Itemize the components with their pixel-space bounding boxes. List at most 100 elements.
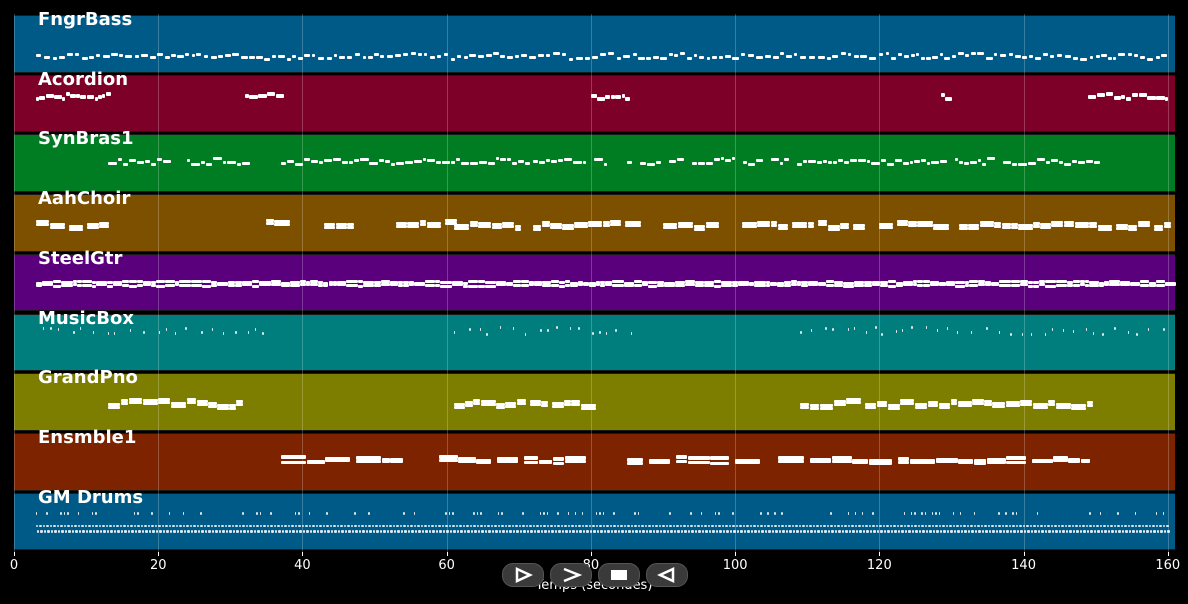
- note: [582, 529, 586, 533]
- note: [128, 158, 137, 162]
- note: [298, 524, 301, 527]
- note: [1156, 283, 1165, 287]
- note: [506, 158, 512, 162]
- note: [77, 524, 81, 527]
- note: [272, 55, 277, 59]
- note: [883, 529, 887, 533]
- note: [39, 524, 42, 527]
- note: [229, 404, 236, 408]
- note: [107, 331, 110, 335]
- note: [808, 56, 816, 60]
- note: [954, 284, 966, 288]
- note: [79, 326, 82, 330]
- note: [208, 402, 217, 406]
- note: [1036, 524, 1040, 527]
- note: [190, 280, 203, 284]
- stop-button[interactable]: [598, 563, 640, 587]
- note: [309, 529, 313, 533]
- note: [347, 222, 354, 226]
- note: [687, 529, 691, 533]
- note: [250, 529, 253, 533]
- note: [516, 529, 519, 533]
- note: [1033, 221, 1040, 225]
- note: [128, 280, 138, 284]
- note: [1139, 529, 1142, 533]
- note: [312, 524, 315, 527]
- note: [238, 524, 242, 527]
- note: [414, 529, 418, 533]
- note: [305, 283, 311, 287]
- note: [229, 529, 232, 533]
- note: [721, 524, 725, 527]
- note: [529, 399, 541, 403]
- note: [785, 529, 789, 533]
- note: [35, 220, 50, 224]
- note: [714, 524, 718, 527]
- note: [869, 529, 873, 533]
- note: [496, 283, 507, 287]
- note: [965, 283, 970, 287]
- note: [1074, 221, 1089, 225]
- note: [264, 57, 271, 61]
- note: [61, 529, 64, 533]
- note: [1095, 54, 1100, 58]
- note: [844, 524, 847, 527]
- note: [796, 283, 802, 287]
- note: [1071, 403, 1087, 407]
- note: [523, 461, 539, 465]
- note: [861, 511, 864, 515]
- note: [491, 529, 495, 533]
- note: [1113, 96, 1121, 101]
- note: [551, 280, 559, 283]
- note: [561, 529, 565, 533]
- play-button[interactable]: [502, 563, 544, 587]
- note: [900, 399, 915, 403]
- note: [574, 524, 578, 527]
- note: [382, 524, 385, 527]
- note: [772, 56, 779, 60]
- note: [897, 223, 908, 227]
- note: [528, 281, 534, 285]
- rewind-button[interactable]: [646, 563, 688, 587]
- note: [225, 529, 229, 533]
- note: [610, 95, 615, 100]
- note: [516, 399, 526, 403]
- note: [887, 406, 900, 410]
- note: [1069, 529, 1072, 533]
- note: [649, 529, 652, 533]
- note: [864, 280, 873, 284]
- note: [756, 56, 764, 60]
- note: [662, 524, 665, 527]
- note: [865, 331, 868, 335]
- note: [187, 159, 191, 163]
- note: [469, 53, 476, 57]
- note: [712, 529, 715, 533]
- note: [791, 221, 808, 225]
- note: [106, 284, 113, 288]
- note: [921, 159, 927, 163]
- fast-forward-button[interactable]: [550, 563, 592, 587]
- note: [326, 524, 329, 527]
- note: [953, 529, 957, 533]
- note: [958, 223, 968, 227]
- note: [318, 284, 323, 288]
- note: [807, 225, 814, 229]
- note: [826, 284, 834, 288]
- note: [298, 57, 303, 61]
- note: [575, 529, 579, 533]
- note: [407, 529, 411, 533]
- note: [180, 529, 183, 533]
- note: [564, 402, 571, 406]
- note: [1053, 456, 1068, 461]
- note: [901, 328, 904, 332]
- note: [68, 529, 71, 533]
- note: [1001, 223, 1011, 227]
- note: [507, 55, 513, 59]
- note: [684, 529, 687, 533]
- note: [453, 331, 456, 335]
- note: [1072, 280, 1080, 284]
- note: [551, 283, 559, 287]
- note: [724, 54, 731, 58]
- note: [241, 55, 248, 59]
- note: [683, 524, 686, 527]
